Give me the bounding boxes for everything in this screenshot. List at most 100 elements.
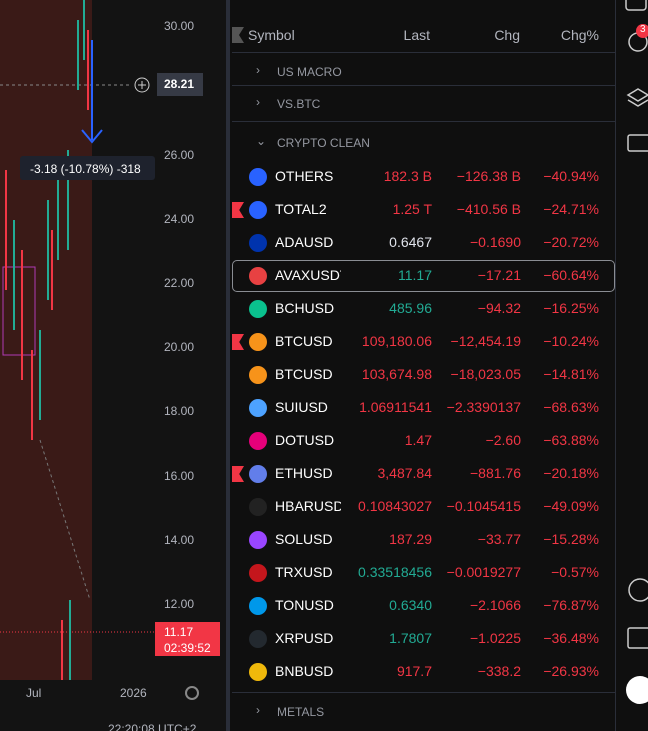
notification-badge[interactable]: 3 <box>640 24 646 35</box>
last-price: 0.33518456 <box>358 564 432 580</box>
watchlist-row[interactable] <box>232 260 615 292</box>
price-label: 12.00 <box>164 597 195 611</box>
measure-label: -3.18 (-10.78%) -318 <box>30 162 141 176</box>
symbol[interactable]: TONUSD <box>275 597 334 613</box>
symbol[interactable]: ETHUSD <box>275 465 333 481</box>
column-header[interactable]: Chg <box>494 27 520 43</box>
countdown: 02:39:52 <box>164 641 211 655</box>
change: −0.1690 <box>470 234 521 250</box>
section-title[interactable]: VS.BTC <box>277 97 321 111</box>
last-price: 0.6467 <box>389 234 432 250</box>
section-title[interactable]: CRYPTO CLEAN <box>277 136 370 150</box>
change-percent: −49.09% <box>543 498 599 514</box>
column-header[interactable]: Last <box>403 27 430 43</box>
change: −33.77 <box>477 531 521 547</box>
watchlist: Symbol Last Chg Chg% › US MACRO › VS.BTC ⌄ CR… <box>232 0 615 731</box>
price-label: 30.00 <box>164 19 195 33</box>
row-flag <box>232 334 244 350</box>
change-percent: −15.28% <box>543 531 599 547</box>
symbol-icon <box>249 432 267 450</box>
last-price: 0.6340 <box>389 597 432 613</box>
column-header[interactable]: Symbol <box>248 27 295 43</box>
column-header[interactable]: Chg% <box>560 27 599 43</box>
symbol[interactable]: ADAUSD <box>275 234 334 250</box>
change-percent: −14.81% <box>543 366 599 382</box>
section-title[interactable]: US MACRO <box>277 65 342 79</box>
last-price: 3,487.84 <box>377 465 433 481</box>
symbol[interactable]: DOTUSD <box>275 432 335 448</box>
symbol-icon <box>249 564 267 582</box>
price-label: 24.00 <box>164 212 195 226</box>
time-label: Jul <box>26 686 42 700</box>
symbol[interactable]: TRXUSD <box>275 564 333 580</box>
last-price: 11.17 <box>164 625 194 639</box>
header-flag <box>232 27 244 43</box>
last-price: 11.17 <box>398 267 432 283</box>
change-percent: −68.63% <box>543 399 599 415</box>
price-label: 22.00 <box>164 276 195 290</box>
section-chevron[interactable]: ⌄ <box>256 134 267 148</box>
change-percent: −36.48% <box>543 630 599 646</box>
symbol[interactable]: BTCUSD <box>275 366 333 382</box>
row-flag <box>232 202 244 218</box>
section-chevron[interactable]: › <box>256 95 260 109</box>
last-price: 485.96 <box>389 300 432 316</box>
symbol[interactable]: BNBUSD <box>275 663 334 679</box>
last-price: 103,674.98 <box>361 366 432 382</box>
last-price: 917.7 <box>396 663 432 679</box>
change-percent: −40.94% <box>543 168 599 184</box>
symbol[interactable]: BTCUSD <box>275 333 333 349</box>
change: −94.32 <box>477 300 521 316</box>
right-toolbar: 3 <box>615 0 648 731</box>
section-chevron[interactable]: › <box>256 703 260 717</box>
last-price: 1.06911541 <box>359 399 432 415</box>
symbol[interactable]: SOLUSD <box>275 531 333 547</box>
symbol-icon <box>249 663 267 681</box>
price-label: 20.00 <box>164 340 195 354</box>
symbol-icon <box>249 498 267 516</box>
section-title[interactable]: METALS <box>277 705 325 719</box>
symbol-icon <box>249 366 267 384</box>
change: −2.1066 <box>470 597 521 613</box>
last-price: 187.29 <box>389 531 432 547</box>
change: −17.21 <box>477 267 521 283</box>
price-label: 16.00 <box>164 469 195 483</box>
symbol-icon <box>249 267 267 285</box>
symbol-icon <box>249 597 267 615</box>
symbol[interactable]: SUIUSD <box>275 399 328 415</box>
clock: 22:20:08 UTC+2 <box>108 722 197 731</box>
symbol[interactable]: OTHERS <box>275 168 334 184</box>
change: −2.3390137 <box>446 399 521 415</box>
symbol-icon <box>249 531 267 549</box>
change-percent: −10.24% <box>543 333 599 349</box>
symbol-icon <box>249 399 267 417</box>
toolbar-icons <box>625 0 648 704</box>
symbol-icon <box>249 300 267 318</box>
price-label: 26.00 <box>164 148 195 162</box>
change-percent: −60.64% <box>543 267 599 283</box>
last-price: 1.25 T <box>392 201 432 217</box>
symbol[interactable]: XRPUSD <box>275 630 334 646</box>
time-label: 2026 <box>120 686 147 700</box>
symbol-icon <box>249 333 267 351</box>
symbol[interactable]: HBARUSD <box>275 498 341 514</box>
last-price: 1.7807 <box>389 630 432 646</box>
symbol-icon <box>249 168 267 186</box>
symbol[interactable]: BCHUSD <box>275 300 335 316</box>
last-price: 0.10843027 <box>358 498 432 514</box>
symbol-icon <box>249 465 267 483</box>
change-percent: −26.93% <box>543 663 599 679</box>
price-label: 14.00 <box>164 533 195 547</box>
change: −410.56 B <box>456 201 521 217</box>
section-chevron[interactable]: › <box>256 63 260 77</box>
change-percent: −76.87% <box>543 597 599 613</box>
change: −12,454.19 <box>450 333 521 349</box>
last-price: 109,180.06 <box>361 333 432 349</box>
change-percent: −0.57% <box>551 564 599 580</box>
chart-canvas <box>0 0 230 731</box>
price-label: 18.00 <box>164 404 195 418</box>
symbol[interactable]: TOTAL2 <box>275 201 327 217</box>
symbol[interactable]: AVAXUSDT <box>275 267 341 283</box>
change-percent: −20.72% <box>543 234 599 250</box>
symbol-icon <box>249 234 267 252</box>
